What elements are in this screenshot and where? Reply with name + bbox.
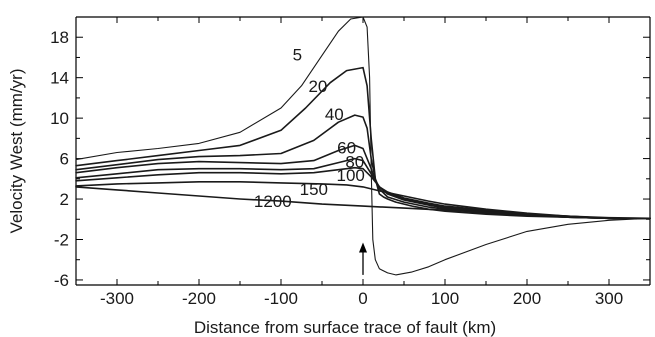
y-axis-title: Velocity West (mm/yr) bbox=[7, 69, 26, 234]
y-tick-label: -2 bbox=[54, 230, 69, 249]
curve-label-20: 20 bbox=[308, 77, 327, 96]
curve-150 bbox=[75, 181, 651, 220]
y-tick-label: 6 bbox=[60, 150, 69, 169]
x-tick-label: -200 bbox=[182, 289, 216, 308]
curve-label-100: 100 bbox=[337, 166, 365, 185]
curve-label-1200: 1200 bbox=[254, 192, 292, 211]
curve-20 bbox=[75, 66, 651, 220]
y-tick-label: 14 bbox=[50, 69, 69, 88]
x-tick-label: -300 bbox=[100, 289, 134, 308]
x-tick-label: 0 bbox=[358, 289, 367, 308]
x-tick-label: 200 bbox=[513, 289, 541, 308]
annotation bbox=[359, 242, 367, 275]
curve-1200 bbox=[75, 186, 651, 220]
curves bbox=[75, 16, 651, 276]
x-tick-label: 300 bbox=[595, 289, 623, 308]
curve-label-40: 40 bbox=[325, 105, 344, 124]
curve-5 bbox=[75, 16, 651, 276]
curve-label-80: 80 bbox=[345, 153, 364, 172]
y-tick-label: -6 bbox=[54, 271, 69, 290]
y-tick-label: 18 bbox=[50, 28, 69, 47]
y-tick-label: 10 bbox=[50, 109, 69, 128]
curve-label-60: 60 bbox=[337, 139, 356, 158]
x-tick-label: 100 bbox=[431, 289, 459, 308]
x-tick-label: -100 bbox=[264, 289, 298, 308]
axes: -300 -200 -100 0 100 200 300 -6 -2 2 6 10 14 18 bbox=[50, 16, 651, 308]
y-tick-label: 2 bbox=[60, 190, 69, 209]
curve-label-150: 150 bbox=[300, 180, 328, 199]
curve-label-5: 5 bbox=[293, 45, 302, 64]
fault-arrow-head bbox=[359, 242, 367, 253]
x-axis-title: Distance from surface trace of fault (km… bbox=[194, 318, 496, 337]
